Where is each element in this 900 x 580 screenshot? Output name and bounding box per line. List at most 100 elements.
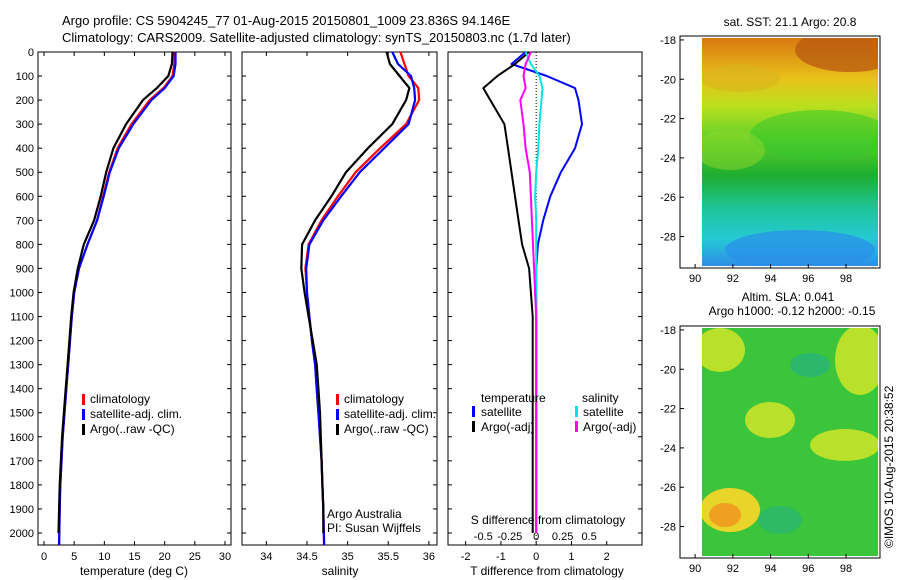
x-tick-label: 0 — [41, 551, 47, 563]
y-tick-label: 400 — [16, 143, 34, 155]
temperature-xlabel: temperature (deg C) — [80, 564, 188, 578]
temperature-panel-frame — [37, 51, 232, 546]
s-difference-label: S difference from climatology — [471, 513, 626, 527]
legend-title-salinity: salinity — [582, 391, 619, 405]
x-tick-label: 20 — [159, 551, 171, 563]
x-tick-label: -2 — [461, 551, 471, 563]
series-line-salinity-argo-adj- — [519, 51, 538, 533]
sst-cool-patch — [725, 230, 875, 266]
legend-swatch-satellite — [82, 409, 85, 420]
x-tick-label: 92 — [727, 273, 739, 285]
legend-label-argo: Argo(..raw -QC) — [90, 422, 175, 436]
y-tick-label: 1100 — [10, 312, 34, 324]
salinity-panel-frame — [241, 51, 438, 546]
y-tick-label: -24 — [660, 153, 676, 165]
series-line-satellite-adj-clim- — [58, 52, 177, 546]
x-tick-label: 1 — [568, 551, 574, 563]
salinity-legend: climatology satellite-adj. clim. Argo(..… — [336, 392, 436, 436]
y-tick-label: 100 — [16, 71, 34, 83]
sla-patch — [835, 328, 878, 395]
y-tick-label: -28 — [660, 522, 676, 534]
header-line-2: Climatology: CARS2009. Satellite-adjuste… — [62, 30, 571, 45]
y-tick-label: 800 — [16, 239, 34, 251]
legend-label-climatology: climatology — [344, 392, 404, 406]
x-tick-label: -1 — [496, 551, 506, 563]
sla-patch — [745, 402, 795, 438]
y-tick-label: -20 — [660, 74, 676, 86]
difference-legend-temperature: temperature satellite Argo(-adj) — [472, 391, 546, 434]
legend-swatch-argo — [82, 424, 85, 435]
sla-low-patch — [758, 506, 802, 534]
temperature-legend: climatology satellite-adj. clim. Argo(..… — [82, 392, 182, 436]
series-line-temperature-argo-adj- — [482, 51, 534, 533]
side-stamp: ©IMOS 10-Aug-2015 20:38:52 — [882, 385, 896, 548]
sst-patch — [702, 130, 765, 170]
y-tick-label: 500 — [16, 167, 34, 179]
y-tick-label: 200 — [16, 95, 34, 107]
header-line-1: Argo profile: CS 5904245_77 01-Aug-2015 … — [62, 13, 510, 28]
x-tick-label: 98 — [840, 273, 852, 285]
x-tick-label: 35 — [342, 551, 354, 563]
y-tick-label: -20 — [660, 364, 676, 376]
y-tick-label: 2000 — [10, 528, 34, 540]
sst-warm-patch — [795, 38, 878, 72]
legend-swatch-s-argo — [575, 421, 578, 432]
y-tick-label: 1000 — [10, 287, 34, 299]
legend-label-satellite: satellite-adj. clim. — [90, 407, 182, 421]
sla-low-patch — [790, 353, 830, 377]
y-tick-label: 300 — [16, 119, 34, 131]
legend-label-t-satellite: satellite — [481, 405, 522, 419]
y-tick-label: 1600 — [10, 432, 34, 444]
legend-label-argo: Argo(..raw -QC) — [344, 422, 429, 436]
x-tick-label: 0 — [533, 551, 539, 563]
y-tick-label: 1500 — [10, 408, 34, 420]
legend-label-t-argo: Argo(-adj) — [481, 420, 534, 434]
y-tick-label: 1300 — [10, 360, 34, 372]
salinity-chart: 34 34.5 35 35.5 36 — [242, 51, 437, 563]
x-tick-label: 98 — [840, 563, 852, 575]
sst-map-title: sat. SST: 21.1 Argo: 20.8 — [724, 15, 857, 29]
x-tick-label: 35.5 — [378, 551, 399, 563]
sla-map-field — [702, 328, 878, 556]
sla-patch — [702, 328, 745, 372]
legend-swatch-climatology — [336, 394, 339, 405]
y-tick-label: 0 — [28, 47, 34, 59]
y-tick-label: -18 — [660, 325, 676, 337]
series-line-salinity-satellite — [524, 51, 544, 533]
legend-label-climatology: climatology — [90, 392, 150, 406]
sla-patch — [810, 429, 878, 461]
series-line-climatology — [58, 52, 176, 546]
y-tick-label: -18 — [660, 35, 676, 47]
sla-map-title-2: Argo h1000: -0.12 h2000: -0.15 — [709, 304, 876, 318]
y-tick-label: 1200 — [10, 336, 34, 348]
y-tick-label: 1400 — [10, 384, 34, 396]
x-tick-label: 10 — [98, 551, 110, 563]
y-tick-label: -22 — [660, 404, 676, 416]
x-tick-label: 34 — [260, 551, 272, 563]
sst-map-field — [702, 38, 878, 266]
sst-patch — [750, 110, 878, 160]
x-tick-label: 96 — [802, 273, 814, 285]
y-tick-label: 1700 — [10, 456, 34, 468]
x-tick-label: 36 — [423, 551, 435, 563]
s-tick-label: 0 — [533, 531, 539, 543]
x-tick-label: 5 — [71, 551, 77, 563]
legend-label-s-argo: Argo(-adj) — [583, 420, 636, 434]
s-tick-label: 0.5 — [581, 531, 596, 543]
x-tick-label: 94 — [764, 563, 776, 575]
x-tick-label: 90 — [689, 273, 701, 285]
difference-panel-frame — [447, 51, 643, 546]
series-line-argo-raw-qc- — [300, 51, 411, 533]
x-tick-label: 92 — [727, 563, 739, 575]
x-tick-label: 2 — [604, 551, 610, 563]
x-tick-label: 90 — [689, 563, 701, 575]
sla-map-axes: 90 92 94 96 98 -18 -20 -22 -24 -26 -28 — [660, 325, 852, 575]
legend-swatch-argo — [336, 424, 339, 435]
s-tick-label: -0.25 — [497, 531, 522, 543]
legend-swatch-t-argo — [472, 421, 475, 432]
difference-legend-salinity: salinity satellite Argo(-adj) — [575, 391, 636, 434]
difference-chart: -2 -1 0 1 2 -0.5 -0.25 0 0.25 0.5 — [448, 51, 642, 563]
x-tick-label: 34.5 — [296, 551, 317, 563]
legend-swatch-satellite — [336, 409, 339, 420]
